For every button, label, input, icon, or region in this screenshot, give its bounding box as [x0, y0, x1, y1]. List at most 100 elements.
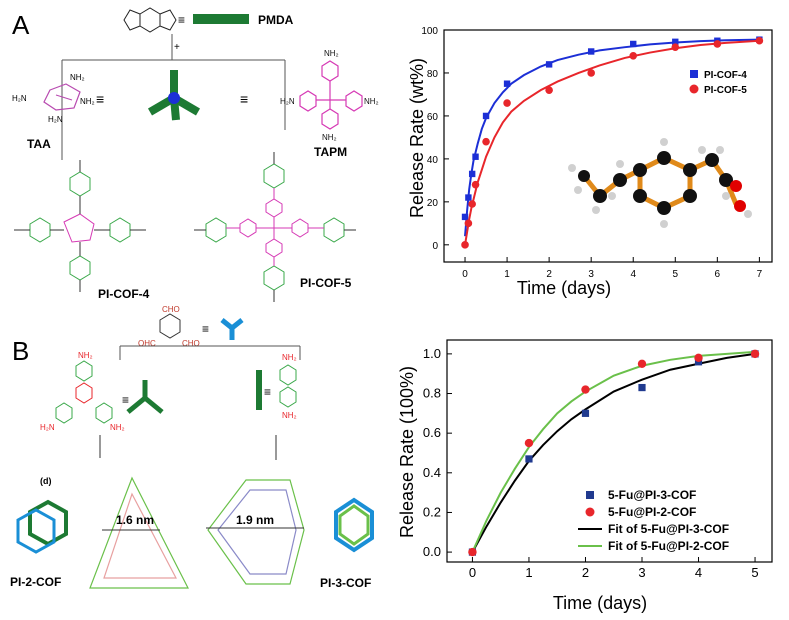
- data-point-pi-cof-4: [672, 38, 679, 46]
- data-point-5-fu-pi-2-cof: [694, 353, 703, 363]
- ibuprofen-molecule-inset: [568, 138, 752, 228]
- plot-frame: [446, 339, 773, 563]
- data-point-pi-cof-4: [545, 61, 553, 68]
- tapm-molecule: NH₂ H₂N NH₂ NH₂: [280, 49, 379, 142]
- diamine-molecule: NH₂ NH₂: [279, 353, 297, 420]
- data-point-pi-cof-4: [472, 153, 479, 160]
- pi-2-cof-pore: [89, 476, 189, 589]
- pore-1.9nm-label: 1.9 nm: [236, 513, 274, 527]
- pi-cof-4-structure: [14, 160, 146, 292]
- diamine-equiv-sign: ≡: [264, 385, 271, 399]
- y-tick-label: 80: [427, 69, 439, 80]
- legend-label-5-fu-pi-3-cof: 5-Fu@PI-3-COF: [608, 488, 696, 502]
- data-point-pi-cof-4: [503, 80, 511, 87]
- pi-cof-5-label: PI-COF-5: [300, 276, 352, 290]
- data-point-pi-cof-4: [630, 40, 637, 48]
- aldehyde-equiv-sign: ≡: [202, 322, 209, 336]
- legend-marker-5-fu-pi-2-cof: [585, 507, 595, 517]
- data-point-5-fu-pi-3-cof: [525, 455, 533, 463]
- x-tick-label: 7: [757, 269, 763, 280]
- legend-label-fit-of-5-fu-pi-3-cof: Fit of 5-Fu@PI-3-COF: [608, 522, 729, 536]
- pmda-molecule: [123, 7, 177, 33]
- y-tick-label: 100: [421, 26, 438, 37]
- svg-text:NH₂: NH₂: [282, 353, 297, 362]
- chart-b-ylabel: Release Rate (100%): [397, 366, 417, 538]
- svg-text:H₂N: H₂N: [12, 94, 27, 103]
- taa-equiv-sign: ≡: [96, 91, 104, 107]
- taa-label: TAA: [27, 137, 51, 151]
- data-point-pi-cof-5: [587, 69, 595, 77]
- x-tick-label: 1: [525, 565, 532, 580]
- svg-text:H₂N: H₂N: [48, 115, 63, 124]
- data-point-pi-cof-4: [587, 48, 595, 55]
- svg-text:CHO: CHO: [182, 339, 200, 348]
- data-point-5-fu-pi-2-cof: [637, 359, 647, 368]
- data-point-5-fu-pi-2-cof: [468, 547, 477, 557]
- x-tick-label: 5: [673, 269, 679, 280]
- y-tick-label: 0.6: [423, 425, 441, 440]
- svg-text:NH₂: NH₂: [324, 49, 339, 58]
- trialdehyde-molecule: CHO OHC CHO: [138, 305, 200, 348]
- svg-text:H₂N: H₂N: [280, 97, 295, 106]
- x-tick-label: 3: [638, 565, 645, 580]
- x-tick-label: 3: [588, 269, 594, 280]
- plot-frame: [443, 29, 773, 263]
- x-tick-label: 1: [504, 269, 510, 280]
- y-tick-label: 0.0: [423, 544, 441, 559]
- x-tick-label: 2: [582, 565, 589, 580]
- chart-b-xlabel: Time (days): [553, 593, 647, 613]
- svg-text:CHO: CHO: [162, 305, 180, 314]
- pore-1.6nm-label: 1.6 nm: [116, 513, 154, 527]
- svg-text:NH₂: NH₂: [110, 423, 125, 432]
- scheme-a: A ≡ PMDA + NH₂ H₂N NH₂ H₂N TAA ≡: [12, 7, 379, 302]
- y-tick-label: 0: [432, 241, 438, 252]
- data-point-pi-cof-5: [671, 43, 680, 51]
- y-tick-label: 60: [427, 112, 439, 123]
- svg-text:OHC: OHC: [138, 339, 156, 348]
- data-point-pi-cof-5: [503, 99, 511, 107]
- legend-label-pi-cof-5: PI-COF-5: [704, 85, 747, 96]
- x-tick-label: 2: [546, 269, 552, 280]
- data-point-pi-cof-4: [465, 194, 472, 201]
- pi-3-cof-label: PI-3-COF: [320, 576, 371, 590]
- panel-label-a: A: [12, 10, 30, 40]
- data-point-pi-cof-5: [482, 137, 490, 146]
- data-point-pi-cof-5: [755, 36, 764, 45]
- svg-text:NH₂: NH₂: [282, 411, 297, 420]
- triamine-equiv-sign: ≡: [122, 393, 129, 407]
- data-point-pi-cof-4: [468, 170, 476, 178]
- pi-cof-4-label: PI-COF-4: [98, 287, 150, 301]
- legend-label-pi-cof-4: PI-COF-4: [704, 70, 747, 81]
- scheme-b: B CHO OHC CHO ≡ NH₂ H₂N NH₂ ≡: [10, 305, 374, 590]
- y-tick-label: 20: [427, 198, 439, 209]
- pi-2-cof-label: PI-2-COF: [10, 575, 61, 589]
- fit-curve-fit-of-5-fu-pi-3-cof: [471, 352, 756, 553]
- data-point-pi-cof-5: [713, 40, 722, 48]
- data-point-pi-cof-5: [545, 86, 553, 94]
- x-tick-label: 4: [695, 565, 702, 580]
- data-point-5-fu-pi-2-cof: [524, 438, 534, 448]
- pmda-label: PMDA: [258, 13, 294, 27]
- data-point-pi-cof-5: [461, 241, 469, 249]
- chart-a-ylabel: Release Rate (wt%): [407, 58, 427, 218]
- pi-2-cof-3d-icon: [16, 499, 68, 554]
- svg-text:NH₂: NH₂: [322, 133, 337, 142]
- chart-a-xlabel: Time (days): [517, 278, 611, 298]
- y-tick-label: 0.4: [423, 465, 441, 480]
- data-point-pi-cof-5: [471, 180, 480, 189]
- chart-b: Time (days) Release Rate (100%) 0 1 2 3 4 5 0.…: [397, 339, 773, 613]
- data-point-5-fu-pi-2-cof: [750, 349, 760, 359]
- data-point-5-fu-pi-3-cof: [581, 409, 590, 417]
- y-tick-label: 0.2: [423, 504, 441, 519]
- y-node-green-icon: [126, 380, 164, 414]
- legend-label-5-fu-pi-2-cof: 5-Fu@PI-2-COF: [608, 505, 696, 519]
- panel-label-b: B: [12, 336, 29, 366]
- pi-3-cof-pore: [206, 479, 305, 585]
- y-tick-label: 0.8: [423, 386, 441, 401]
- x-tick-label: 4: [630, 269, 636, 280]
- pi-cof-5-structure: [194, 152, 356, 302]
- triamine-molecule: NH₂ H₂N NH₂: [40, 351, 125, 432]
- x-tick-label: 5: [751, 565, 758, 580]
- data-point-5-fu-pi-3-cof: [638, 383, 646, 392]
- fit-curve-pi-cof-4: [464, 38, 760, 237]
